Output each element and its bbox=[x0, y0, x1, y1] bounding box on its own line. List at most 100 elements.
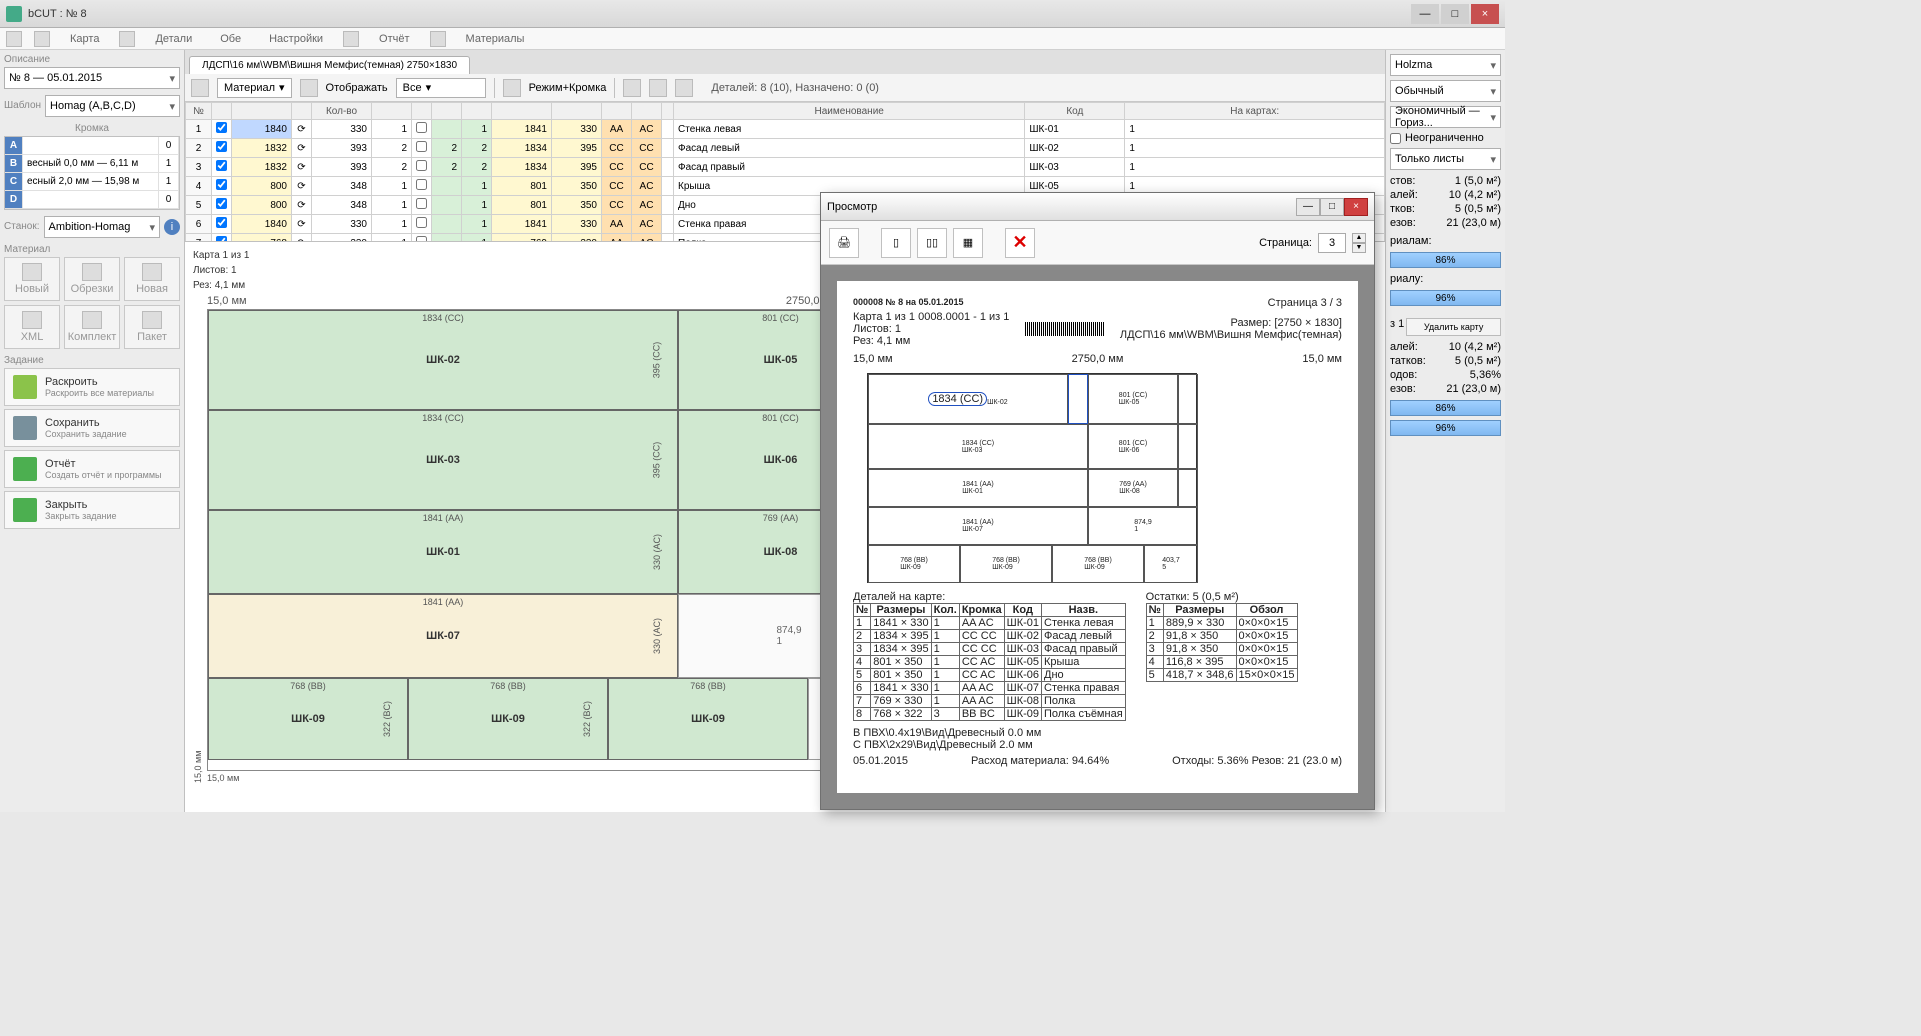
preview-body[interactable]: 000008 № 8 на 05.01.2015 Страница 3 / 3 … bbox=[821, 265, 1374, 809]
tool-button[interactable]: Комплект bbox=[64, 305, 120, 349]
toolbar-icon[interactable] bbox=[623, 79, 641, 97]
two-page-icon[interactable]: ▯▯ bbox=[917, 228, 947, 258]
grid-header[interactable]: Наименование bbox=[674, 103, 1025, 120]
cut-piece[interactable]: 768 (BB)ШК-09322 (BC) bbox=[408, 678, 608, 760]
grid-header[interactable] bbox=[662, 103, 674, 120]
grid-row[interactable]: 2 1832 ⟳ 393 2 2 2 1834 395 CC CC Фасад … bbox=[186, 139, 1385, 158]
right-sel4[interactable]: Только листы▾ bbox=[1390, 148, 1501, 170]
menu-icon[interactable] bbox=[6, 31, 22, 47]
right-sel1[interactable]: Holzma▾ bbox=[1390, 54, 1501, 76]
menu-materialy[interactable]: Материалы bbox=[458, 31, 533, 47]
grid-header[interactable] bbox=[212, 103, 232, 120]
row-check2[interactable] bbox=[416, 217, 427, 228]
page-input[interactable] bbox=[1318, 233, 1346, 253]
display-dropdown[interactable]: Все▾ bbox=[396, 78, 486, 98]
grid-header[interactable] bbox=[462, 103, 492, 120]
tool-button[interactable]: Новая bbox=[124, 257, 180, 301]
close-preview-icon[interactable]: ✕ bbox=[1005, 228, 1035, 258]
menu-obe[interactable]: Обе bbox=[212, 31, 249, 47]
cut-piece[interactable]: 768 (BB)ШК-09322 (BC) bbox=[208, 678, 408, 760]
row-check[interactable] bbox=[216, 160, 227, 171]
menu-icon[interactable] bbox=[34, 31, 50, 47]
cut-piece[interactable]: 768 (BB)ШК-09 bbox=[608, 678, 808, 760]
minimize-button[interactable]: — bbox=[1411, 4, 1439, 24]
grid-header[interactable] bbox=[432, 103, 462, 120]
material-dropdown[interactable]: Материал▾ bbox=[217, 78, 292, 98]
page-up-button[interactable]: ▲ bbox=[1352, 233, 1366, 243]
right-sel3[interactable]: Экономичный — Гориз...▾ bbox=[1390, 106, 1501, 128]
grid-view-icon[interactable]: ▦ bbox=[953, 228, 983, 258]
toolbar-icon[interactable] bbox=[675, 79, 693, 97]
grid-row[interactable]: 1 1840 ⟳ 330 1 1 1841 330 AA AC Стенка л… bbox=[186, 120, 1385, 139]
grid-header[interactable] bbox=[372, 103, 412, 120]
template-select[interactable]: Homag (A,B,C,D)▾ bbox=[45, 95, 180, 117]
action-button[interactable]: РаскроитьРаскроить все материалы bbox=[4, 368, 180, 406]
row-check[interactable] bbox=[216, 217, 227, 228]
right-sel2[interactable]: Обычный▾ bbox=[1390, 80, 1501, 102]
toolbar-icon[interactable] bbox=[649, 79, 667, 97]
row-check2[interactable] bbox=[416, 122, 427, 133]
grid-header[interactable] bbox=[552, 103, 602, 120]
toolbar-icon[interactable] bbox=[191, 79, 209, 97]
unlimited-check[interactable] bbox=[1390, 133, 1401, 144]
menu-nastroiki[interactable]: Настройки bbox=[261, 31, 331, 47]
action-button[interactable]: ОтчётСоздать отчёт и программы bbox=[4, 450, 180, 488]
material-tab[interactable]: ЛДСП\16 мм\WBM\Вишня Мемфис(темная) 2750… bbox=[189, 56, 470, 74]
edge-desc[interactable] bbox=[23, 137, 159, 154]
info-icon[interactable]: i bbox=[164, 219, 180, 235]
preview-max-button[interactable]: □ bbox=[1320, 198, 1344, 216]
maximize-button[interactable]: □ bbox=[1441, 4, 1469, 24]
menu-karta[interactable]: Карта bbox=[62, 31, 107, 47]
edge-count: 1 bbox=[159, 173, 179, 190]
tool-button[interactable]: Пакет bbox=[124, 305, 180, 349]
row-check2[interactable] bbox=[416, 198, 427, 209]
edge-desc[interactable] bbox=[23, 191, 159, 208]
page-view-icon[interactable]: ▯ bbox=[881, 228, 911, 258]
delete-map-button[interactable]: Удалить карту bbox=[1406, 318, 1501, 336]
menu-icon[interactable] bbox=[430, 31, 446, 47]
grid-header[interactable] bbox=[632, 103, 662, 120]
grid-header[interactable]: Код bbox=[1025, 103, 1125, 120]
print-icon[interactable]: 🖨 bbox=[829, 228, 859, 258]
grid-header[interactable]: № bbox=[186, 103, 212, 120]
grid-header[interactable] bbox=[292, 103, 312, 120]
toolbar-icon[interactable] bbox=[503, 79, 521, 97]
grid-header[interactable] bbox=[232, 103, 292, 120]
menu-icon[interactable] bbox=[343, 31, 359, 47]
edge-desc[interactable]: весный 0,0 мм — 6,11 м bbox=[23, 155, 159, 172]
preview-titlebar[interactable]: Просмотр — □ × bbox=[821, 193, 1374, 221]
row-check2[interactable] bbox=[416, 141, 427, 152]
tool-button[interactable]: Обрезки bbox=[64, 257, 120, 301]
toolbar-icon[interactable] bbox=[300, 79, 318, 97]
cut-piece[interactable]: 1841 (AA)ШК-07330 (AC) bbox=[208, 594, 678, 678]
tool-button[interactable]: Новый bbox=[4, 257, 60, 301]
grid-header[interactable] bbox=[492, 103, 552, 120]
grid-header[interactable]: На картах: bbox=[1125, 103, 1385, 120]
grid-header[interactable]: Кол-во bbox=[312, 103, 372, 120]
desc-select[interactable]: № 8 — 05.01.2015▾ bbox=[4, 67, 180, 89]
edge-desc[interactable]: есный 2,0 мм — 15,98 м bbox=[23, 173, 159, 190]
grid-header[interactable] bbox=[412, 103, 432, 120]
grid-row[interactable]: 3 1832 ⟳ 393 2 2 2 1834 395 CC CC Фасад … bbox=[186, 158, 1385, 177]
page-down-button[interactable]: ▼ bbox=[1352, 243, 1366, 253]
action-button[interactable]: ЗакрытьЗакрыть задание bbox=[4, 491, 180, 529]
row-check2[interactable] bbox=[416, 179, 427, 190]
cut-piece[interactable]: 1841 (AA)ШК-01330 (AC) bbox=[208, 510, 678, 594]
grid-header[interactable] bbox=[602, 103, 632, 120]
menu-icon[interactable] bbox=[119, 31, 135, 47]
cut-piece[interactable]: 1834 (CC)ШК-03395 (CC) bbox=[208, 410, 678, 510]
row-check2[interactable] bbox=[416, 160, 427, 171]
row-check[interactable] bbox=[216, 198, 227, 209]
menu-detali[interactable]: Детали bbox=[147, 31, 200, 47]
menu-otchet[interactable]: Отчёт bbox=[371, 31, 417, 47]
preview-min-button[interactable]: — bbox=[1296, 198, 1320, 216]
cut-piece[interactable]: 1834 (CC)ШК-02395 (CC) bbox=[208, 310, 678, 410]
action-button[interactable]: СохранитьСохранить задание bbox=[4, 409, 180, 447]
row-check[interactable] bbox=[216, 179, 227, 190]
close-button[interactable]: × bbox=[1471, 4, 1499, 24]
preview-close-button[interactable]: × bbox=[1344, 198, 1368, 216]
row-check[interactable] bbox=[216, 141, 227, 152]
row-check[interactable] bbox=[216, 122, 227, 133]
machine-select[interactable]: Ambition-Homag▾ bbox=[44, 216, 161, 238]
tool-button[interactable]: XML bbox=[4, 305, 60, 349]
